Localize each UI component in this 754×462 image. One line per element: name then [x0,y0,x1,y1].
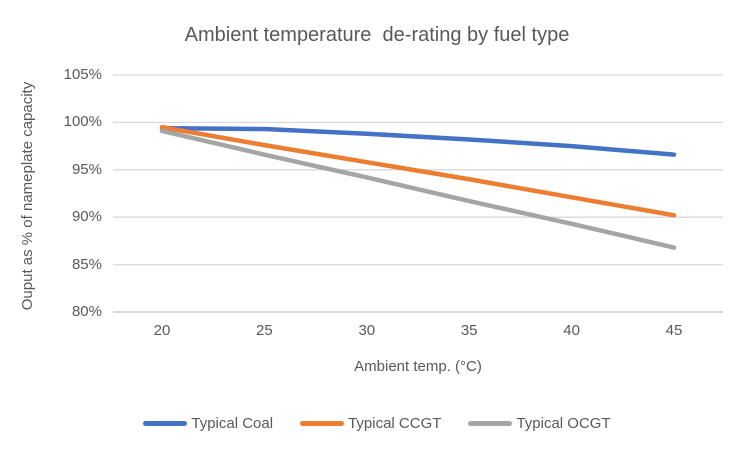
y-tick-label-85: 85% [71,255,102,273]
legend-line-marker-icon [143,421,188,426]
legend-entry-typical-ccgt: Typical CCGT [300,415,441,432]
x-tick-label-30: 30 [358,322,376,339]
x-axis-title: Ambient temp. (°C) [354,358,482,375]
legend: Typical Coal Typical CCGT Typical OCGT [0,415,754,432]
x-tick-label-25: 25 [256,322,273,339]
y-tick-label-100: 100% [63,113,102,131]
series-line-typical-ccgt [159,124,677,218]
y-tick-label-105: 105% [63,66,102,83]
y-tick-label-95: 95% [71,160,102,178]
y-tick-label-90: 90% [71,208,102,226]
x-tick-label-20: 20 [153,322,171,339]
series-line-typical-ocgt [159,128,677,250]
y-tick-label-80: 80% [71,303,102,320]
legend-label: Typical Coal [191,415,274,432]
x-tick-label-35: 35 [460,322,478,339]
legend-entry-typical-ocgt: Typical OCGT [468,415,611,432]
series-line-typical-coal [159,125,677,157]
legend-label: Typical OCGT [516,415,611,432]
chart-title: Ambient temperature de-rating by fuel ty… [184,24,570,46]
x-tick-label-45: 45 [665,322,683,339]
legend-line-marker-icon [300,421,345,426]
x-tick-label-40: 40 [563,322,580,339]
legend-label: Typical CCGT [348,415,442,432]
legend-line-marker-icon [468,421,513,426]
legend-entry-typical-coal: Typical Coal [143,415,273,432]
